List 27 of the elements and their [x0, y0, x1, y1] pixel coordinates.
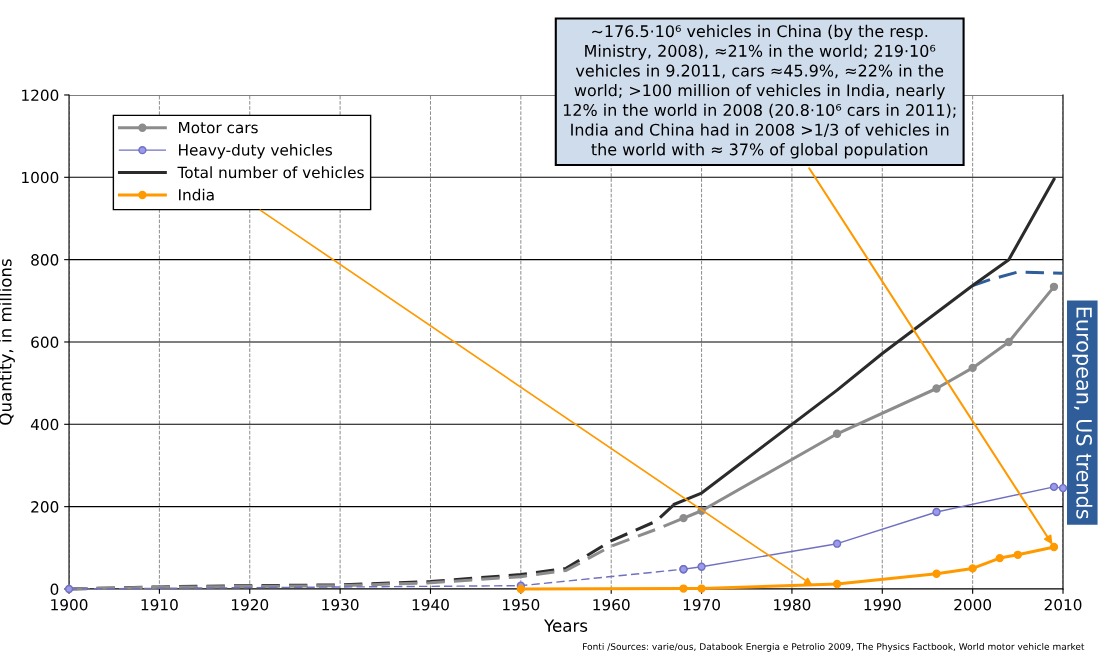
- text: Fonti /Sources: varie/ous, Databook Energia e Petrolio 2009, The Physics Factbook, World motor vehicle market: [583, 642, 1085, 652]
- x-tick-label: 1910: [141, 598, 178, 611]
- y-tick-label: 0: [50, 583, 59, 595]
- x-tick-label: 1980: [774, 598, 811, 611]
- x-tick-label: 1920: [231, 598, 269, 611]
- annotation: ~176.5·10⁶ vehicles in China (by the resp. Ministry, 2008), ≈21% in the world; 219·10⁶ vehicles in 9.2011, cars ≈45.9%, ≈22% in the world; >100 million of vehicles in India, nearly 12% in the world in 2008 (20.8·10⁶ cars in 2011); India and China had in 2008 >1/3 of vehicles in the world with ≈ 37% of global population: [563, 24, 956, 159]
- x-tick-label: 1950: [503, 598, 540, 611]
- y-tick-label: 1000: [22, 171, 59, 184]
- y-tick-label: 800: [31, 254, 59, 266]
- legend-label: Motor cars: [179, 121, 258, 134]
- x-tick-label: 1970: [683, 598, 720, 611]
- y-tick-label: 1200: [22, 89, 59, 101]
- y-tick-label: 400: [30, 418, 59, 431]
- x-axis-title: Years: [544, 619, 588, 632]
- x-tick-label: 1930: [322, 598, 359, 611]
- legend-label: Total number of vehicles: [177, 166, 364, 179]
- text: European, US trends: [1072, 307, 1093, 519]
- x-tick-label: 2000: [954, 598, 992, 611]
- legend-label: India: [179, 188, 214, 201]
- legend-label: Heavy-duty vehicles: [179, 143, 333, 159]
- x-tick-label: 1900: [51, 598, 88, 611]
- x-tick-label: 2010: [1044, 598, 1082, 611]
- y-tick-label: 600: [31, 336, 59, 348]
- x-tick-label: 1940: [412, 598, 449, 611]
- y-tick-label: 200: [31, 501, 59, 513]
- x-tick-label: 1960: [593, 598, 630, 611]
- x-tick-label: 1990: [864, 598, 901, 611]
